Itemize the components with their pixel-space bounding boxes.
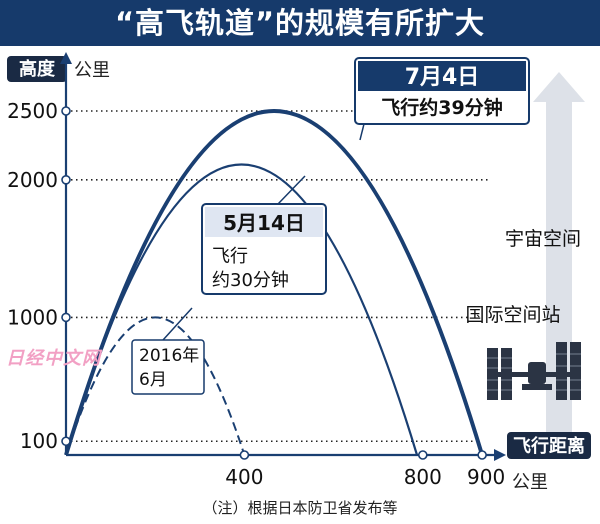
y-axis-unit: 公里 [74, 60, 110, 81]
x-axis-label-chip: 飞行距离 公里 [507, 432, 591, 493]
may14-duration-line1: 飞行 [212, 246, 248, 267]
annotation-jul4: 7月4日 飞行约39分钟 [354, 57, 530, 125]
y-tick-label-2000: 2000 [7, 168, 58, 192]
space-label: 宇宙空间 [505, 228, 581, 250]
x-tick-marker-400 [239, 450, 250, 460]
y-tick-marker-100 [61, 436, 71, 447]
y-tick-label-1000: 1000 [7, 305, 58, 329]
title-bar [0, 0, 600, 46]
annotation-may14: 5月14日 飞行 约30分钟 [201, 203, 327, 295]
may14-duration-line2: 约30分钟 [212, 270, 289, 291]
y2016-label-line1: 2016年 [139, 346, 199, 366]
annotation-2016: 2016年 6月 [131, 339, 205, 395]
y-axis-label: 高度 [19, 58, 56, 80]
x-tick-marker-900 [477, 450, 487, 460]
footnote: （注）根据日本防卫省发布等 [202, 499, 398, 517]
watermark: 日经中文网 [6, 348, 101, 369]
chart-title: “高飞轨道”的规模有所扩大 [114, 6, 486, 40]
y-axis-label-chip: 高度 公里 [7, 56, 110, 82]
trajectory-2016年6月 [65, 316, 246, 456]
x-axis-unit: 公里 [512, 472, 548, 493]
may14-date: 5月14日 [223, 211, 305, 235]
space-station-icon [487, 342, 581, 400]
x-tick-label-400: 400 [225, 465, 263, 489]
x-tick-marker-800 [417, 450, 428, 460]
trajectory-7月4日 [64, 109, 485, 456]
leader-lines [162, 123, 365, 341]
jul4-date: 7月4日 [405, 65, 480, 90]
y-axis-arrowhead [60, 52, 72, 64]
y2016-label-line2: 6月 [139, 370, 167, 390]
y-tick-marker-1000 [61, 312, 71, 323]
jul4-duration: 飞行约39分钟 [381, 96, 502, 119]
x-tick-label-800: 800 [404, 465, 442, 489]
gridlines [66, 110, 490, 443]
iss-label: 国际空间站 [465, 304, 560, 326]
x-tick-label-900: 900 [467, 465, 505, 489]
y-tick-marker-2500 [61, 106, 71, 116]
x-axis-arrowhead [494, 449, 506, 461]
x-axis-label: 飞行距离 [513, 435, 585, 457]
tick-labels: 100 1000 2000 2500 400 800 900 [7, 99, 505, 489]
y-tick-label-100: 100 [20, 429, 58, 453]
trajectory-curves [64, 109, 485, 456]
y-tick-label-2500: 2500 [7, 99, 58, 123]
y-tick-marker-2000 [61, 175, 71, 185]
